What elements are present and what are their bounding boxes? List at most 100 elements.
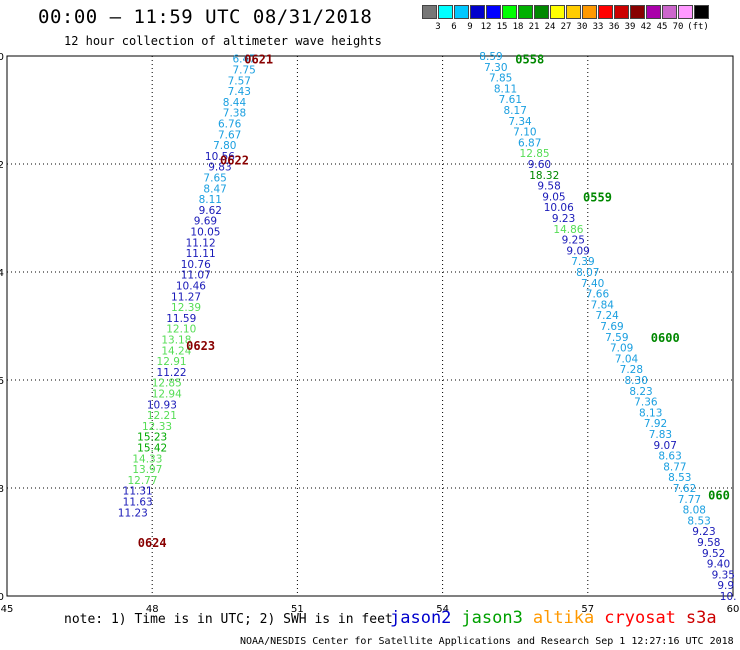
color-scale-label: 30 [576, 22, 588, 32]
x-tick-label: 51 [291, 604, 304, 615]
swh-value-label: 7.04 [615, 353, 639, 365]
swh-value-label: 7.40 [581, 278, 604, 290]
swh-value-label: 14.33 [132, 453, 162, 465]
color-scale-label: 24 [544, 22, 556, 32]
swh-value-label: 10. [720, 591, 737, 603]
color-scale-cell [438, 5, 453, 19]
color-scale-label: 36 [608, 22, 620, 32]
swh-value-label: 12.85 [520, 148, 550, 160]
swh-value-label: 6.76 [218, 119, 242, 131]
color-scale-label: 9 [467, 22, 473, 32]
swh-value-label: 9.69 [194, 216, 217, 228]
color-scale-cell [502, 5, 517, 19]
swh-value-label: 9.23 [552, 213, 575, 225]
color-scale-cell [550, 5, 565, 19]
swh-value-label: 11.63 [123, 497, 153, 509]
swh-value-label: 8.13 [639, 407, 662, 419]
color-scale-bar [422, 5, 710, 24]
swh-value-label: 12.39 [171, 302, 201, 314]
swh-value-label: 6.47 [232, 54, 255, 66]
swh-value-label: 9.23 [692, 526, 715, 538]
color-scale-cell [534, 5, 549, 19]
swh-value-label: 7.24 [595, 310, 619, 322]
color-scale-label: 39 [624, 22, 636, 32]
plot-frame [6, 55, 734, 597]
swh-value-label: 9.83 [208, 162, 231, 174]
y-tick-label: -30 [0, 52, 4, 63]
swh-value-label: 9.62 [199, 205, 222, 217]
swh-value-label: 12.77 [127, 475, 157, 487]
swh-value-label: 13.97 [132, 464, 162, 476]
swh-value-label: 12.33 [142, 421, 172, 433]
color-scale-label: 18 [512, 22, 524, 32]
swh-value-label: 12.21 [147, 410, 177, 422]
swh-value-label: 9.58 [697, 537, 720, 549]
swh-value-label: 7.92 [644, 418, 667, 430]
swh-value-label: 7.69 [600, 321, 623, 333]
swh-value-label: 10.76 [181, 259, 211, 271]
x-tick-label: 45 [1, 604, 14, 615]
swh-value-label: 8.11 [494, 83, 517, 95]
color-scale-cell [630, 5, 645, 19]
swh-value-label: 9.09 [566, 245, 589, 257]
pass-time-label: 0622 [220, 154, 249, 168]
swh-value-label: 7.62 [673, 483, 696, 495]
swh-value-label: 11.12 [186, 237, 216, 249]
legend-item: jason3 [461, 608, 523, 628]
swh-value-label: 7.84 [591, 299, 615, 311]
x-tick-label: 60 [727, 604, 740, 615]
swh-value-label: 18.32 [529, 170, 559, 182]
pass-time-label: 0621 [244, 53, 273, 67]
swh-value-label: 7.38 [223, 108, 246, 120]
swh-value-label: 9.35 [712, 569, 735, 581]
color-scale-label: 3 [435, 22, 441, 32]
pass-time-label: 0600 [651, 331, 680, 345]
swh-value-label: 7.66 [586, 289, 610, 301]
chart-subtitle: 12 hour collection of altimeter wave hei… [64, 34, 382, 48]
swh-value-label: 15.42 [137, 443, 167, 455]
pass-time-label: 060 [708, 488, 730, 502]
color-scale-labels: 3 6 9 12 15 18 21 24 27 30 33 36 39 42 45 70 (ft) [422, 22, 740, 34]
x-tick-label: 48 [146, 604, 159, 615]
swh-value-label: 12.91 [157, 356, 187, 368]
swh-value-label: 10.93 [147, 399, 177, 411]
y-tick-label: -32 [0, 160, 4, 171]
x-tick-label: 54 [436, 604, 449, 615]
swh-value-label: 9.9 [717, 580, 734, 592]
legend-item: s3a [685, 608, 717, 628]
swh-value-label: 8.08 [683, 505, 706, 517]
swh-value-label: 12.85 [152, 378, 182, 390]
swh-value-label: 7.80 [213, 140, 236, 152]
swh-value-label: 7.75 [232, 65, 255, 77]
swh-value-label: 10.56 [205, 151, 235, 163]
swh-value-label: 10.46 [176, 281, 206, 293]
swh-value-label: 8.47 [203, 183, 226, 195]
color-scale-cell [678, 5, 693, 19]
color-scale-cell [454, 5, 469, 19]
chart-title: 00:00 — 11:59 UTC 08/31/2018 [38, 6, 373, 28]
swh-value-label: 10.05 [190, 227, 220, 239]
swh-value-label: 14.86 [553, 224, 583, 236]
color-scale-label: 21 [528, 22, 540, 32]
swh-value-label: 8.11 [199, 194, 222, 206]
swh-value-label: 11.31 [123, 486, 153, 498]
color-scale-cell [614, 5, 629, 19]
swh-value-label: 8.77 [663, 461, 686, 473]
swh-value-label: 7.43 [228, 86, 251, 98]
swh-value-label: 9.58 [537, 181, 560, 193]
color-scale-label: 27 [560, 22, 572, 32]
color-scale-cell [598, 5, 613, 19]
y-tick-label: -40 [0, 592, 4, 603]
color-scale-label: 6 [451, 22, 457, 32]
chart-note: note: 1) Time is in UTC; 2) SWH is in fe… [64, 612, 393, 627]
swh-value-label: 7.30 [484, 62, 507, 74]
color-scale-unit: (ft) [687, 22, 709, 32]
color-scale-cell [694, 5, 709, 19]
swh-value-label: 7.34 [508, 116, 532, 128]
swh-value-label: 7.36 [634, 397, 658, 409]
swh-value-label: 8.53 [668, 472, 691, 484]
y-tick-label: -34 [0, 268, 4, 279]
pass-time-label: 0558 [515, 53, 544, 67]
y-tick-label: -38 [0, 484, 4, 495]
